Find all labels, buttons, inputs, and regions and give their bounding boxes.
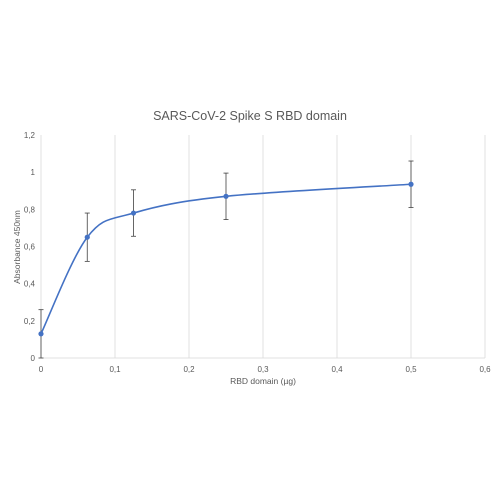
- x-axis-title: RBD domain (µg): [230, 376, 296, 386]
- data-point: [38, 331, 44, 337]
- y-tick-label: 0,6: [24, 243, 36, 252]
- y-axis-title: Absorbance 450nm: [12, 210, 22, 284]
- tick-labels: 0 0,1 0,2 0,3 0,4 0,5 0,6 0 0,2 0,4 0,6 0,8 1 1,2: [24, 131, 491, 374]
- series-line: [40, 183, 412, 335]
- data-point: [130, 210, 137, 216]
- data-point: [408, 181, 414, 187]
- y-tick-label: 0: [31, 354, 36, 363]
- x-tick-label: 0: [39, 365, 44, 374]
- y-tick-label: 1,2: [24, 131, 36, 140]
- data-points: [38, 181, 414, 337]
- y-tick-label: 0,4: [24, 280, 36, 289]
- y-tick-label: 0,2: [24, 317, 36, 326]
- y-tick-label: 0,8: [24, 205, 36, 214]
- data-point: [223, 193, 229, 199]
- data-point: [84, 234, 90, 240]
- x-tick-label: 0,5: [405, 365, 417, 374]
- y-tick-label: 1: [31, 168, 36, 177]
- chart-title: SARS-CoV-2 Spike S RBD domain: [153, 109, 347, 123]
- x-tick-label: 0,1: [109, 365, 121, 374]
- x-tick-label: 0,3: [257, 365, 269, 374]
- grid-lines: [114, 135, 486, 358]
- x-tick-label: 0,4: [331, 365, 343, 374]
- x-tick-label: 0,6: [479, 365, 491, 374]
- error-bars: [38, 160, 414, 359]
- x-tick-label: 0,2: [183, 365, 195, 374]
